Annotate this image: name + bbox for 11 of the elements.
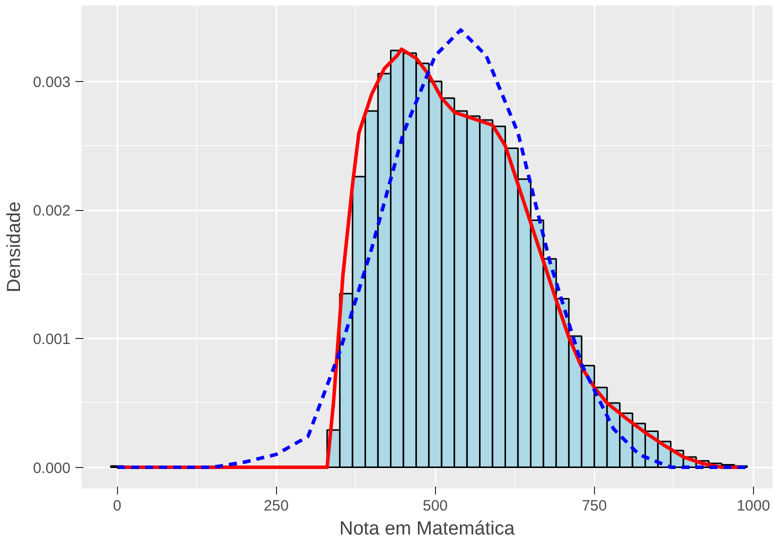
x-axis-title: Nota em Matemática — [339, 518, 516, 540]
y-tick-label: 0.002 — [32, 202, 71, 220]
x-tick-label: 750 — [582, 498, 607, 514]
y-tick-label: 0.003 — [32, 74, 71, 91]
x-tick-label: 0 — [112, 498, 122, 514]
y-tick-label: 0.000 — [32, 460, 71, 477]
x-tick-label: 1000 — [736, 498, 770, 514]
x-tick-label: 250 — [264, 498, 289, 514]
x-tick-label: 500 — [422, 498, 448, 514]
y-axis-title: Densidade — [4, 202, 25, 292]
y-tick-label: 0.001 — [32, 331, 71, 348]
